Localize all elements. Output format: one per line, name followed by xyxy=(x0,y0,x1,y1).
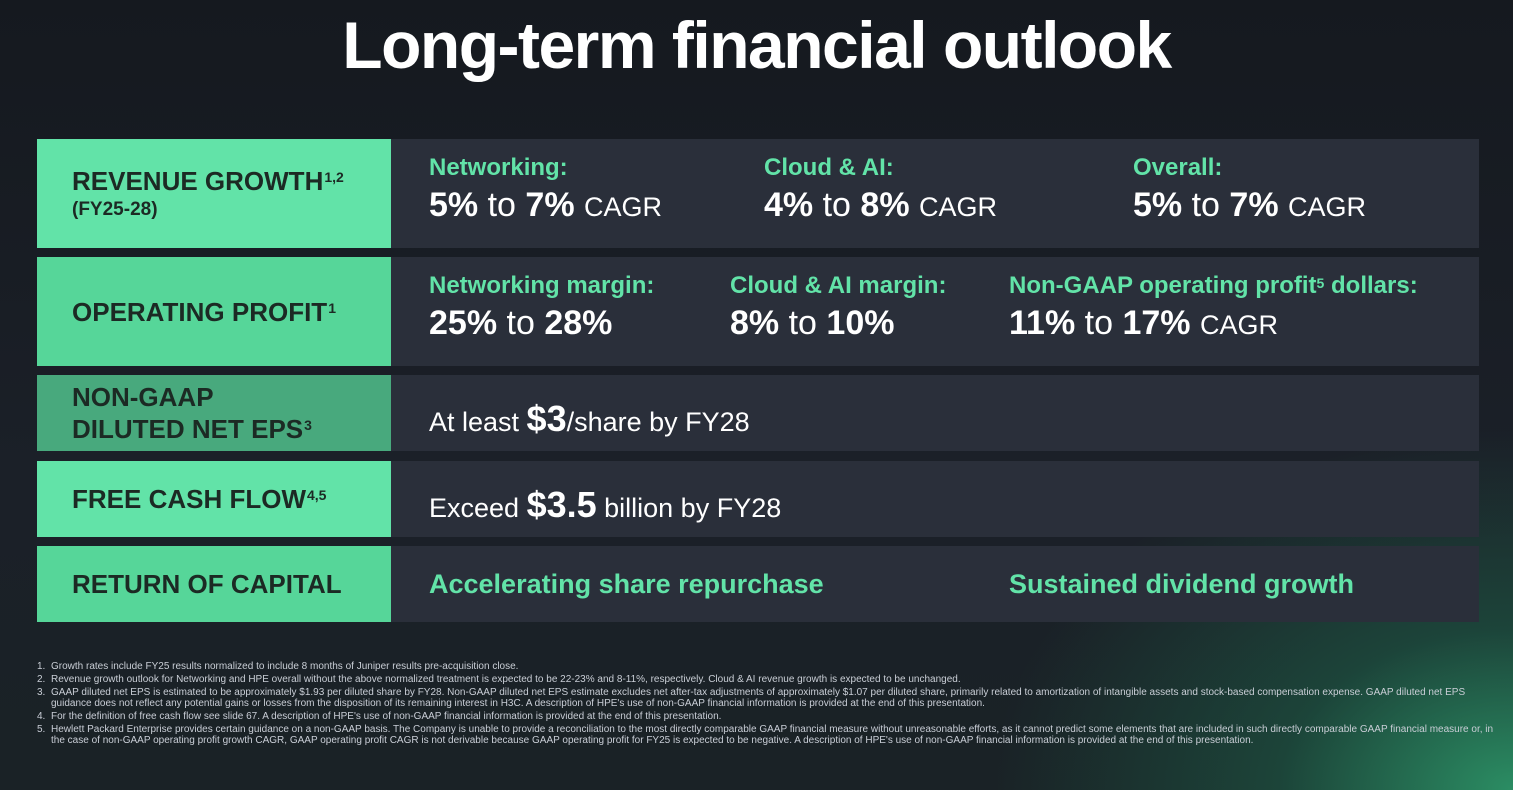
footnote-item: 3. GAAP diluted net EPS is estimated to b… xyxy=(37,687,1466,709)
networking-revenue-cell: Networking: 5% to 7% CAGR xyxy=(429,153,662,229)
return-of-capital-label-text: RETURN OF CAPITAL xyxy=(72,569,342,599)
fcf-target-text: Exceed $3.5 billion by FY28 xyxy=(429,484,782,525)
cloud-ai-margin-value: 8% to 10% xyxy=(730,304,895,342)
eps-label-line2: DILUTED NET EPS xyxy=(72,414,304,444)
eps-target-text: At least $3/share by FY28 xyxy=(429,398,750,439)
fcf-footnote-ref: 4,5 xyxy=(307,487,327,503)
eps-row: NON-GAAP DILUTED NET EPS3 At least $3/sh… xyxy=(37,375,1479,451)
revenue-growth-label: REVENUE GROWTH1,2 (FY25-28) xyxy=(37,139,391,248)
footnotes: 1. Growth rates include FY25 results norm… xyxy=(37,661,1497,748)
overall-revenue-value: 5% to 7% CAGR xyxy=(1133,186,1367,224)
eps-label-line1: NON-GAAP xyxy=(72,382,214,412)
eps-target-amount: $3 xyxy=(526,398,567,439)
return-of-capital-label: RETURN OF CAPITAL xyxy=(37,546,391,622)
fcf-label: FREE CASH FLOW4,5 xyxy=(37,461,391,537)
operating-profit-label: OPERATING PROFIT1 xyxy=(37,257,391,366)
operating-profit-row: OPERATING PROFIT1 Networking margin: 25%… xyxy=(37,257,1479,366)
dividend-growth-text: Sustained dividend growth xyxy=(1009,569,1355,599)
networking-revenue-value: 5% to 7% CAGR xyxy=(429,186,663,224)
cloud-ai-revenue-cell: Cloud & AI: 4% to 8% CAGR xyxy=(764,153,997,229)
cloud-ai-revenue-heading: Cloud & AI: xyxy=(764,154,894,181)
networking-margin-heading: Networking margin: xyxy=(429,272,655,299)
footnote-item: 2. Revenue growth outlook for Networking … xyxy=(37,674,961,685)
fcf-row: FREE CASH FLOW4,5 Exceed $3.5 billion by… xyxy=(37,461,1479,537)
footnote-item: 5. Hewlett Packard Enterprise provides ce… xyxy=(37,724,1494,746)
overall-revenue-cell: Overall: 5% to 7% CAGR xyxy=(1133,153,1366,229)
networking-revenue-heading: Networking: xyxy=(429,154,568,181)
footnote-item: 4. For the definition of free cash flow s… xyxy=(37,711,722,722)
eps-panel: At least $3/share by FY28 xyxy=(391,375,1479,451)
non-gaap-op-profit-cell: Non-GAAP operating profit5 dollars: 11% … xyxy=(1009,271,1418,347)
non-gaap-op-profit-value: 11% to 17% CAGR xyxy=(1009,304,1278,342)
operating-profit-footnote-ref: 1 xyxy=(328,299,336,316)
operating-profit-panel: Networking margin: 25% to 28% Cloud & AI… xyxy=(391,257,1479,366)
eps-label: NON-GAAP DILUTED NET EPS3 xyxy=(37,375,391,451)
cloud-ai-margin-cell: Cloud & AI margin: 8% to 10% xyxy=(730,271,946,345)
revenue-growth-period: (FY25-28) xyxy=(72,198,158,220)
return-of-capital-row: RETURN OF CAPITAL Accelerating share rep… xyxy=(37,546,1479,622)
fcf-target-amount: $3.5 xyxy=(526,484,597,525)
return-of-capital-panel: Accelerating share repurchase Sustained … xyxy=(391,546,1479,622)
fcf-panel: Exceed $3.5 billion by FY28 xyxy=(391,461,1479,537)
revenue-growth-row: REVENUE GROWTH1,2 (FY25-28) Networking: … xyxy=(37,139,1479,248)
page-title: Long-term financial outlook xyxy=(342,8,1172,82)
revenue-growth-label-text: REVENUE GROWTH xyxy=(72,165,324,196)
revenue-growth-footnote-ref: 1,2 xyxy=(324,168,344,185)
share-repurchase-text: Accelerating share repurchase xyxy=(429,569,824,599)
overall-revenue-heading: Overall: xyxy=(1133,154,1223,181)
non-gaap-op-profit-heading: Non-GAAP operating profit5 dollars: xyxy=(1009,272,1418,299)
footnote-item: 1. Growth rates include FY25 results norm… xyxy=(37,661,519,672)
networking-margin-value: 25% to 28% xyxy=(429,304,613,342)
operating-profit-label-text: OPERATING PROFIT xyxy=(72,296,328,327)
revenue-growth-panel: Networking: 5% to 7% CAGR Cloud & AI: 4%… xyxy=(391,139,1479,248)
networking-margin-cell: Networking margin: 25% to 28% xyxy=(429,271,654,345)
cloud-ai-revenue-value: 4% to 8% CAGR xyxy=(764,186,998,224)
fcf-label-text: FREE CASH FLOW xyxy=(72,484,306,514)
eps-footnote-ref: 3 xyxy=(304,417,312,433)
cloud-ai-margin-heading: Cloud & AI margin: xyxy=(730,272,947,299)
